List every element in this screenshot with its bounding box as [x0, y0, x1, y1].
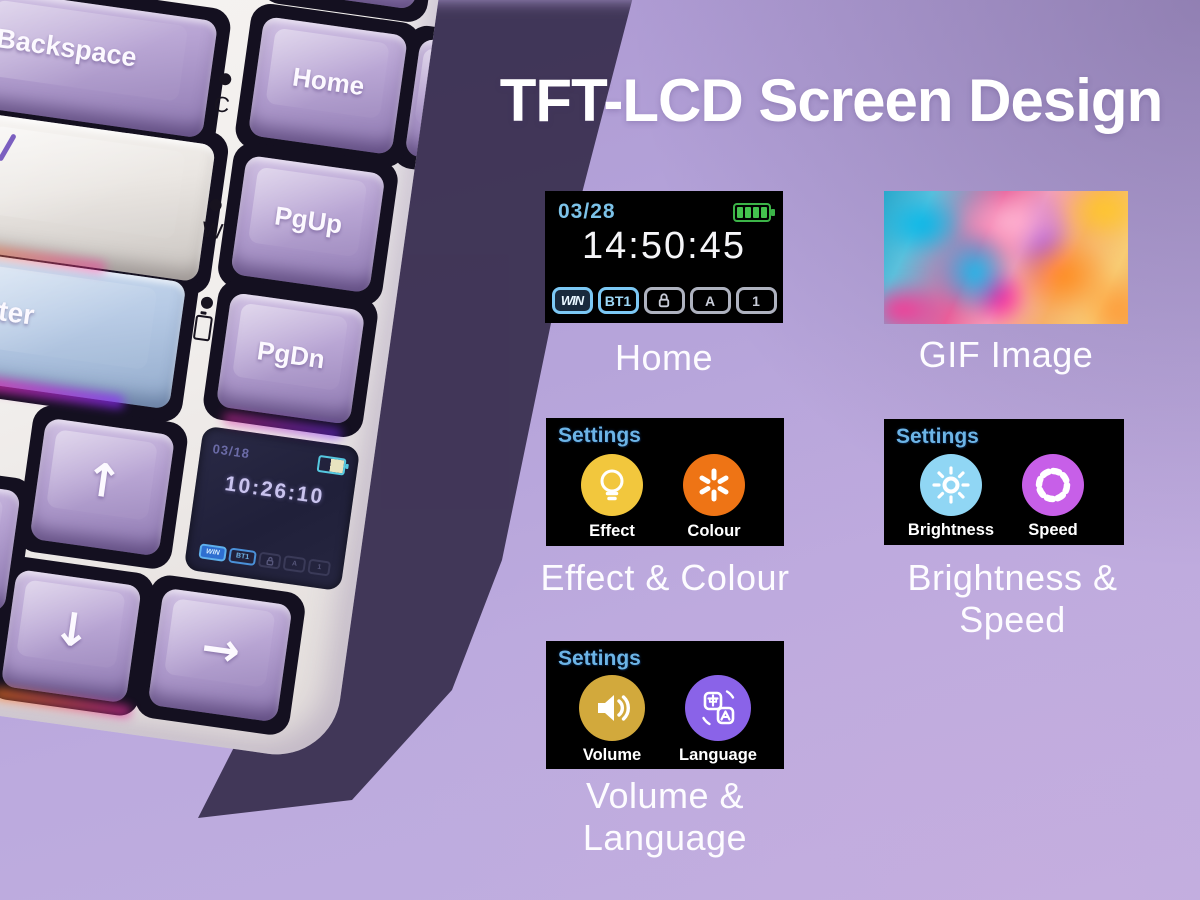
gif-artwork-swirls: [884, 191, 1128, 324]
speed-icon: [1022, 454, 1084, 516]
caption-brightness-speed: Brightness & Speed: [907, 557, 1118, 640]
backslash-mark: [0, 133, 17, 162]
speed-label: Speed: [1028, 521, 1078, 539]
lcd-badge-lock: [257, 551, 282, 570]
screen-volume-language: Settings Volume Language: [546, 641, 784, 769]
key-backspace-label: Backspace: [0, 23, 139, 73]
key-pgup: PgUp: [230, 154, 386, 294]
lcd-battery-icon: [316, 454, 347, 476]
screen-home: 03/28 14:50:45 WIN BT1 A 1: [545, 191, 783, 323]
badge-win: WIN: [551, 287, 593, 314]
screen-effect-colour: Settings Effect Colour: [546, 418, 784, 546]
badge-a: A: [689, 287, 731, 314]
battery-icon: [733, 203, 775, 222]
effect-icon: [581, 454, 643, 516]
caption-volume-language: Volume & Language: [582, 775, 748, 858]
lcd-date: 03/18: [211, 441, 251, 462]
dashed-ring-icon: [1035, 467, 1071, 503]
badge-lock: [643, 287, 685, 314]
settings-header: Settings: [896, 425, 979, 448]
battery-icon: [192, 314, 214, 342]
indicator-caps-label: C: [212, 90, 232, 118]
lcd-badge-bt: BT1: [228, 547, 257, 567]
key-pgdn: PgDn: [215, 292, 366, 425]
page-title: TFT-LCD Screen Design: [499, 67, 1163, 134]
lcd-badge-num: 1: [307, 558, 332, 577]
language-label: Language: [679, 746, 757, 764]
key-home-label: Home: [290, 61, 367, 102]
arrow-right-icon: →: [198, 619, 244, 679]
key-arrow-right: →: [147, 587, 293, 723]
screen-gif: [884, 191, 1128, 324]
indicator-led: [209, 198, 223, 212]
colour-icon: [683, 454, 745, 516]
brightness-icon: [920, 454, 982, 516]
indicator-win-label: W: [200, 216, 225, 245]
key-arrow-down: ↓: [0, 568, 142, 704]
settings-header: Settings: [558, 424, 641, 447]
volume-label: Volume: [582, 746, 642, 764]
key-pgdn-label: PgDn: [255, 334, 327, 374]
badge-num: 1: [735, 287, 777, 314]
badge-bt: BT1: [597, 287, 639, 314]
lock-icon: [658, 293, 670, 308]
brightness-label: Brightness: [907, 521, 995, 539]
home-date: 03/28: [558, 200, 616, 223]
effect-label: Effect: [589, 522, 635, 540]
key-pgup-label: PgUp: [272, 200, 345, 240]
indicator-led: [199, 295, 214, 310]
caption-home: Home: [614, 337, 714, 378]
key-arrow-up: ↑: [29, 417, 176, 557]
home-time: 14:50:45: [582, 225, 746, 267]
lcd-badge-a: A: [282, 555, 307, 574]
lcd-badge-win: WIN: [198, 543, 228, 562]
keyboard-lcd: 03/18 10:26:10 WIN BT1 A 1: [183, 425, 361, 592]
indicator-led: [218, 72, 232, 86]
volume-icon: [579, 675, 645, 741]
key-enter-label: Enter: [0, 290, 37, 331]
caption-effect-colour: Effect & Colour: [540, 557, 790, 598]
key-home: Home: [247, 16, 409, 156]
colour-label: Colour: [687, 522, 741, 540]
arrow-down-icon: ↓: [49, 600, 95, 660]
spark-icon: [699, 468, 729, 502]
keyboard: Backspace Enter C W Home: [0, 0, 454, 763]
language-icon: [685, 675, 751, 741]
settings-header: Settings: [558, 647, 641, 670]
lock-icon: [265, 556, 273, 566]
caption-gif: GIF Image: [918, 334, 1094, 375]
screen-brightness-speed: Settings Brightness Speed: [884, 419, 1124, 545]
arrow-up-icon: ↑: [80, 451, 127, 511]
translate-icon: [702, 690, 735, 726]
sun-icon: [932, 466, 970, 504]
lcd-time: 10:26:10: [223, 472, 326, 509]
bulb-icon: [600, 469, 624, 501]
speaker-icon: [598, 695, 630, 721]
